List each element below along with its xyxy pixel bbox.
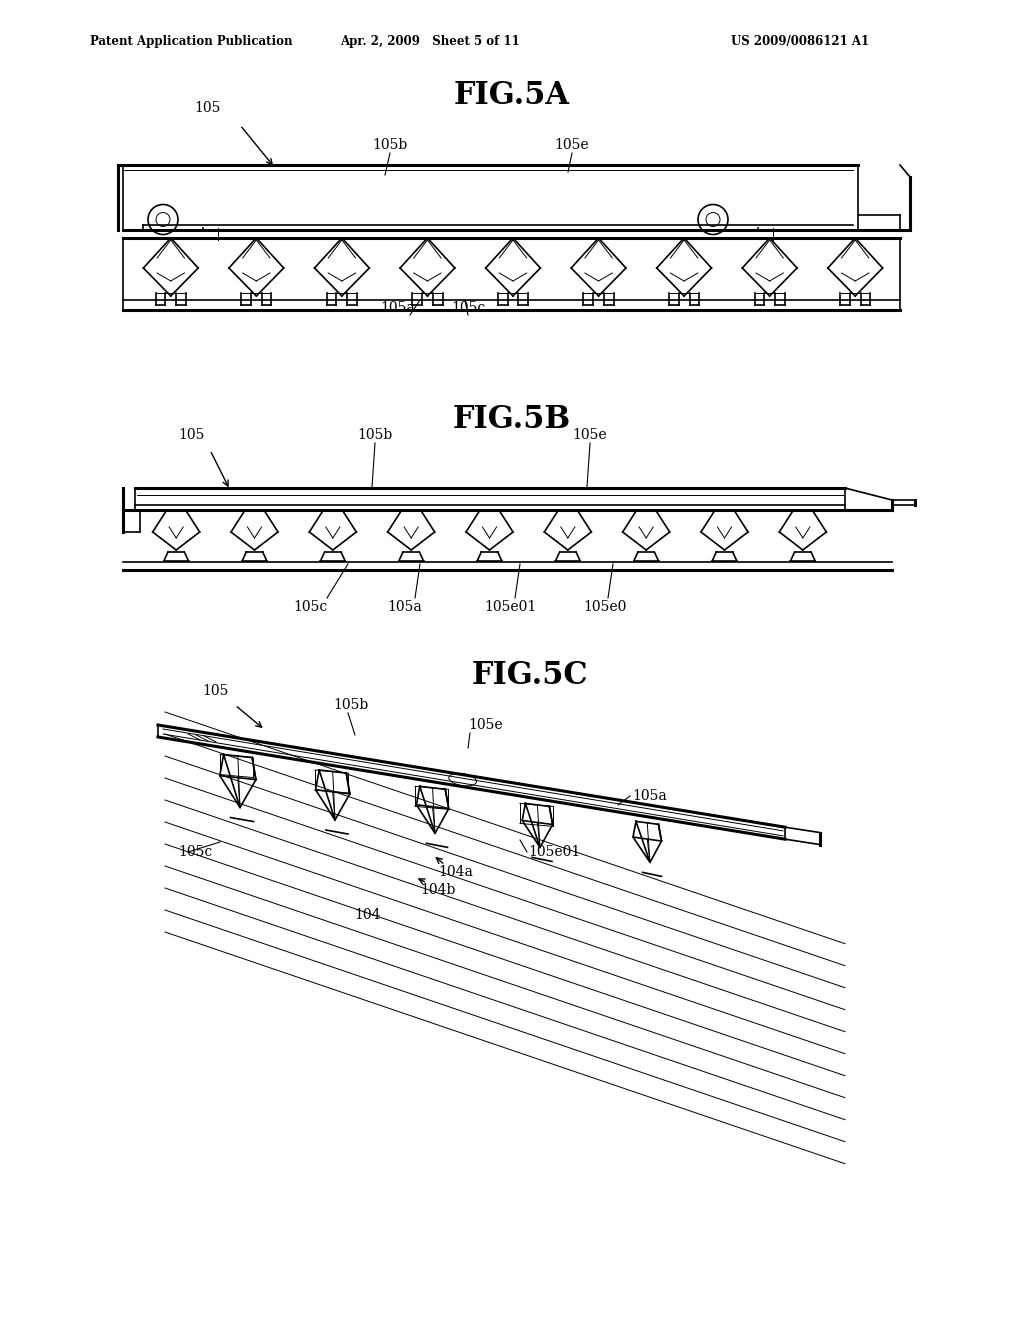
Text: 105b: 105b (373, 139, 408, 152)
Text: US 2009/0086121 A1: US 2009/0086121 A1 (731, 36, 869, 49)
Text: 105e: 105e (468, 718, 503, 733)
Text: 105c: 105c (451, 301, 485, 315)
Text: Apr. 2, 2009   Sheet 5 of 11: Apr. 2, 2009 Sheet 5 of 11 (340, 36, 520, 49)
Text: 105a: 105a (381, 301, 416, 315)
Text: 105: 105 (179, 428, 205, 442)
Text: 105c: 105c (293, 601, 327, 614)
Text: 105b: 105b (357, 428, 392, 442)
Text: 105a: 105a (632, 789, 667, 803)
Text: 104a: 104a (438, 865, 473, 879)
Text: 105a: 105a (388, 601, 422, 614)
Text: 104: 104 (354, 908, 381, 921)
Text: 105e01: 105e01 (484, 601, 537, 614)
Text: 105e01: 105e01 (528, 845, 581, 859)
Text: 105b: 105b (333, 698, 369, 711)
Text: FIG.5A: FIG.5A (454, 79, 570, 111)
Text: 105e: 105e (572, 428, 607, 442)
Text: 105: 105 (195, 102, 221, 115)
Text: 105e0: 105e0 (584, 601, 627, 614)
Text: 105: 105 (202, 684, 228, 698)
Text: 104b: 104b (420, 883, 456, 898)
Text: Patent Application Publication: Patent Application Publication (90, 36, 293, 49)
Text: FIG.5C: FIG.5C (472, 660, 589, 690)
Text: FIG.5B: FIG.5B (453, 404, 571, 436)
Text: 105c: 105c (178, 845, 212, 859)
Text: 105e: 105e (555, 139, 590, 152)
